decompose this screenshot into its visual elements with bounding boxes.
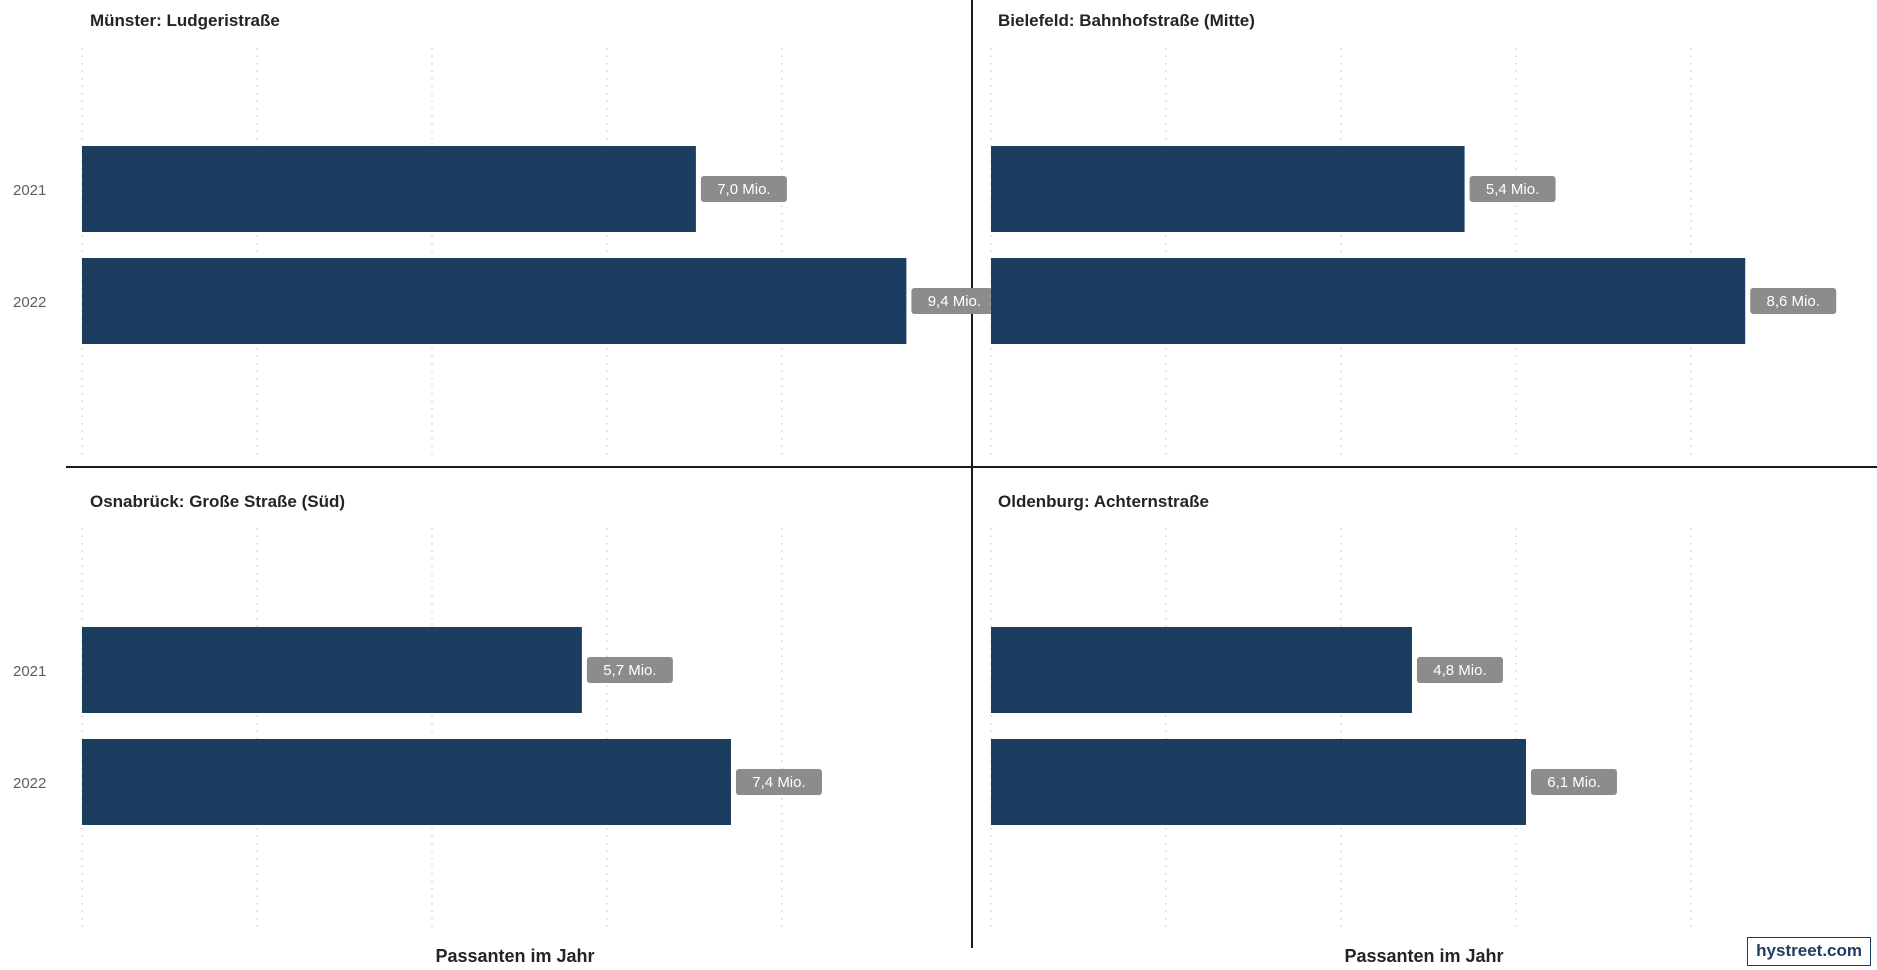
year-tick-label: 2021 [13,182,46,199]
panel-title: Bielefeld: Bahnhofstraße (Mitte) [998,11,1255,30]
bar [991,627,1412,713]
panel-title: Oldenburg: Achternstraße [998,492,1209,511]
data-label: 8,6 Mio. [1767,293,1820,310]
x-axis-title: Passanten im Jahr [435,946,594,966]
chart-panel: Bielefeld: Bahnhofstraße (Mitte) 5,4 Mio.… [990,11,1837,455]
bar [991,146,1465,232]
data-label-box [700,176,787,202]
data-label: 9,4 Mio. [928,293,981,310]
data-label-box [1530,769,1617,795]
data-label: 6,1 Mio. [1547,774,1600,791]
bar [991,258,1746,344]
panel-title: Münster: Ludgeristraße [90,11,280,30]
data-label-box [1469,176,1556,202]
x-axis-title: Passanten im Jahr [1344,946,1503,966]
year-tick-label: 2021 [13,663,46,680]
panel-title: Osnabrück: Große Straße (Süd) [90,492,345,511]
data-label-box [586,657,673,683]
chart-panel: Osnabrück: Große Straße (Süd) 2021 5,7 Mio… [13,492,822,966]
data-label: 7,4 Mio. [752,774,805,791]
data-label-box [911,288,998,314]
data-label: 5,4 Mio. [1486,181,1539,198]
bar [82,739,731,825]
data-label-box [1416,657,1503,683]
data-label: 4,8 Mio. [1433,662,1486,679]
bar [82,627,582,713]
chart-panel: Münster: Ludgeristraße 2021 7,0 Mio. 2022 9,… [13,11,998,455]
data-label-box [735,769,822,795]
bar [991,739,1526,825]
bar [82,258,907,344]
brand-logo: hystreet.com [1747,937,1871,966]
data-label: 7,0 Mio. [717,181,770,198]
year-tick-label: 2022 [13,294,46,311]
data-label: 5,7 Mio. [603,662,656,679]
year-tick-label: 2022 [13,775,46,792]
bar [82,146,696,232]
chart-panel: Oldenburg: Achternstraße 4,8 Mio. 6,1 Mio.… [990,492,1692,966]
data-label-box [1750,288,1837,314]
